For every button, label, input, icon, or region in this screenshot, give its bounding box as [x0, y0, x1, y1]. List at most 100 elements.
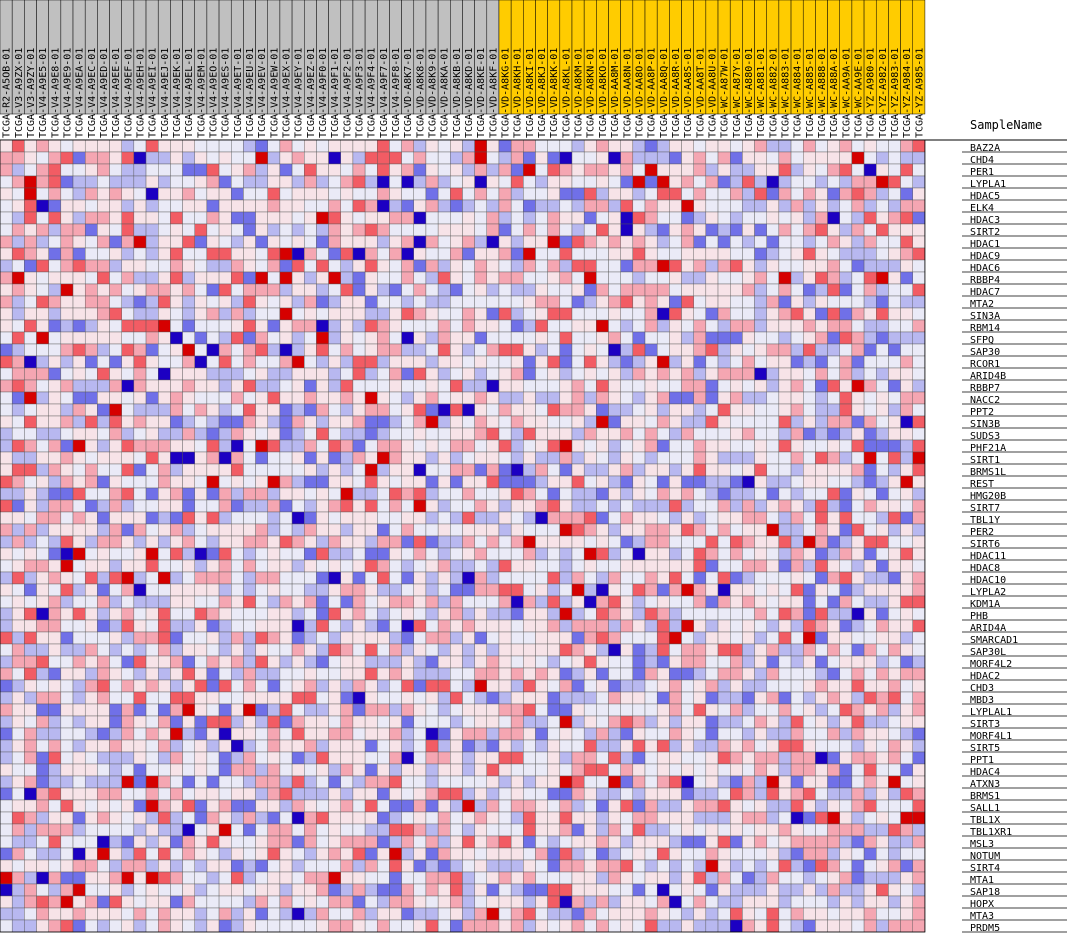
heatmap-cell	[158, 763, 171, 777]
column-label: TCGA-WC-A87Y-01	[732, 48, 743, 138]
heatmap-cell	[462, 643, 475, 657]
heatmap-cell	[182, 823, 195, 837]
heatmap-cell	[523, 691, 536, 705]
heatmap-cell	[669, 139, 682, 153]
heatmap-cell	[279, 523, 293, 537]
heatmap-cell	[304, 355, 317, 369]
heatmap-cell	[194, 283, 208, 297]
heatmap-cell	[742, 283, 755, 297]
heatmap-cell	[413, 715, 427, 729]
heatmap-cell	[815, 703, 828, 717]
heatmap-cell	[36, 883, 49, 897]
heatmap-cell	[730, 523, 743, 537]
heatmap-cell	[803, 691, 816, 705]
heatmap-cell	[291, 391, 305, 405]
heatmap-cell	[352, 211, 366, 225]
heatmap-cell	[145, 715, 159, 729]
heatmap-cell	[206, 427, 220, 441]
heatmap-cell	[182, 391, 195, 405]
heatmap-cell	[401, 475, 414, 489]
heatmap-cell	[389, 343, 402, 357]
heatmap-cell	[827, 799, 840, 813]
heatmap-cell	[36, 175, 49, 189]
heatmap-cell	[389, 415, 402, 429]
heatmap-cell	[255, 775, 268, 789]
heatmap-cell	[547, 271, 561, 285]
heatmap-cell	[389, 319, 402, 333]
heatmap-cell	[450, 511, 463, 525]
heatmap-cell	[559, 367, 573, 381]
heatmap-cell	[60, 295, 74, 309]
heatmap-cell	[218, 511, 232, 525]
heatmap-cell	[876, 427, 889, 441]
heatmap-cell	[279, 499, 293, 513]
heatmap-cell	[486, 763, 500, 777]
heatmap-cell	[839, 751, 853, 765]
heatmap-cell	[206, 871, 220, 885]
heatmap-cell	[0, 751, 13, 765]
heatmap-cell	[754, 487, 767, 501]
heatmap-cell	[632, 595, 646, 609]
heatmap-cell	[535, 667, 548, 681]
heatmap-cell	[72, 799, 86, 813]
heatmap-cell	[523, 259, 536, 273]
heatmap-cell	[48, 559, 62, 573]
heatmap-cell	[559, 583, 573, 597]
heatmap-cell	[596, 775, 609, 789]
heatmap-cell	[644, 547, 658, 561]
heatmap-cell	[437, 763, 451, 777]
heatmap-cell	[912, 475, 926, 489]
heatmap-cell	[328, 427, 341, 441]
heatmap-cell	[377, 775, 390, 789]
heatmap-cell	[571, 475, 585, 489]
heatmap-cell	[267, 259, 281, 273]
heatmap-cell	[863, 163, 877, 177]
heatmap-cell	[121, 199, 135, 213]
heatmap-cell	[608, 319, 621, 333]
heatmap-cell	[109, 343, 122, 357]
heatmap-cell	[133, 175, 147, 189]
heatmap-cell	[316, 655, 329, 669]
column-label: TCGA-YZ-A985-01	[914, 48, 925, 138]
heatmap-cell	[523, 523, 536, 537]
heatmap-cell	[669, 631, 682, 645]
heatmap-cell	[827, 655, 840, 669]
heatmap-cell	[900, 739, 913, 753]
heatmap-cell	[754, 463, 767, 477]
heatmap-cell	[182, 343, 195, 357]
heatmap-cell	[121, 727, 135, 741]
heatmap-cell	[851, 859, 865, 873]
heatmap-cell	[876, 499, 889, 513]
heatmap-cell	[352, 283, 366, 297]
heatmap-cell	[267, 835, 281, 849]
heatmap-cell	[401, 727, 414, 741]
heatmap-cell	[316, 787, 329, 801]
heatmap-cell	[377, 835, 390, 849]
heatmap-cell	[413, 259, 427, 273]
heatmap-cell	[669, 691, 682, 705]
heatmap-cell	[583, 259, 597, 273]
heatmap-cell	[863, 139, 877, 153]
heatmap-cell	[742, 823, 755, 837]
heatmap-cell	[158, 343, 171, 357]
heatmap-cell	[730, 451, 743, 465]
heatmap-cell	[291, 583, 305, 597]
heatmap-cell	[291, 295, 305, 309]
heatmap-cell	[803, 511, 816, 525]
heatmap-cell	[790, 607, 804, 621]
heatmap-cell	[583, 739, 597, 753]
heatmap-cell	[316, 775, 329, 789]
heatmap-cell	[815, 367, 828, 381]
heatmap-cell	[498, 799, 512, 813]
heatmap-cell	[486, 235, 500, 249]
heatmap-cell	[194, 271, 208, 285]
heatmap-cell	[730, 535, 743, 549]
heatmap-cell	[644, 163, 658, 177]
heatmap-cell	[863, 283, 877, 297]
heatmap-cell	[401, 355, 414, 369]
heatmap-cell	[84, 859, 98, 873]
heatmap-cell	[900, 295, 913, 309]
heatmap-cell	[596, 667, 609, 681]
heatmap-cell	[693, 463, 707, 477]
heatmap-cell	[900, 727, 913, 741]
